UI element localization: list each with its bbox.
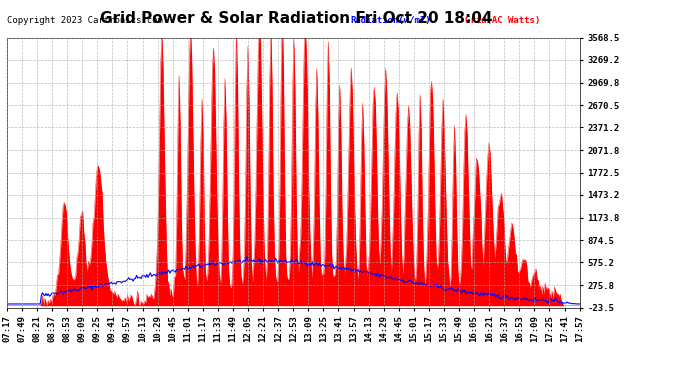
Text: Radiation(w/m2): Radiation(w/m2) bbox=[351, 16, 431, 25]
Text: Grid Power & Solar Radiation Fri Oct 20 18:04: Grid Power & Solar Radiation Fri Oct 20 … bbox=[101, 11, 493, 26]
Text: Grid(AC Watts): Grid(AC Watts) bbox=[465, 16, 540, 25]
Text: Copyright 2023 Cartronics.com: Copyright 2023 Cartronics.com bbox=[7, 16, 163, 25]
